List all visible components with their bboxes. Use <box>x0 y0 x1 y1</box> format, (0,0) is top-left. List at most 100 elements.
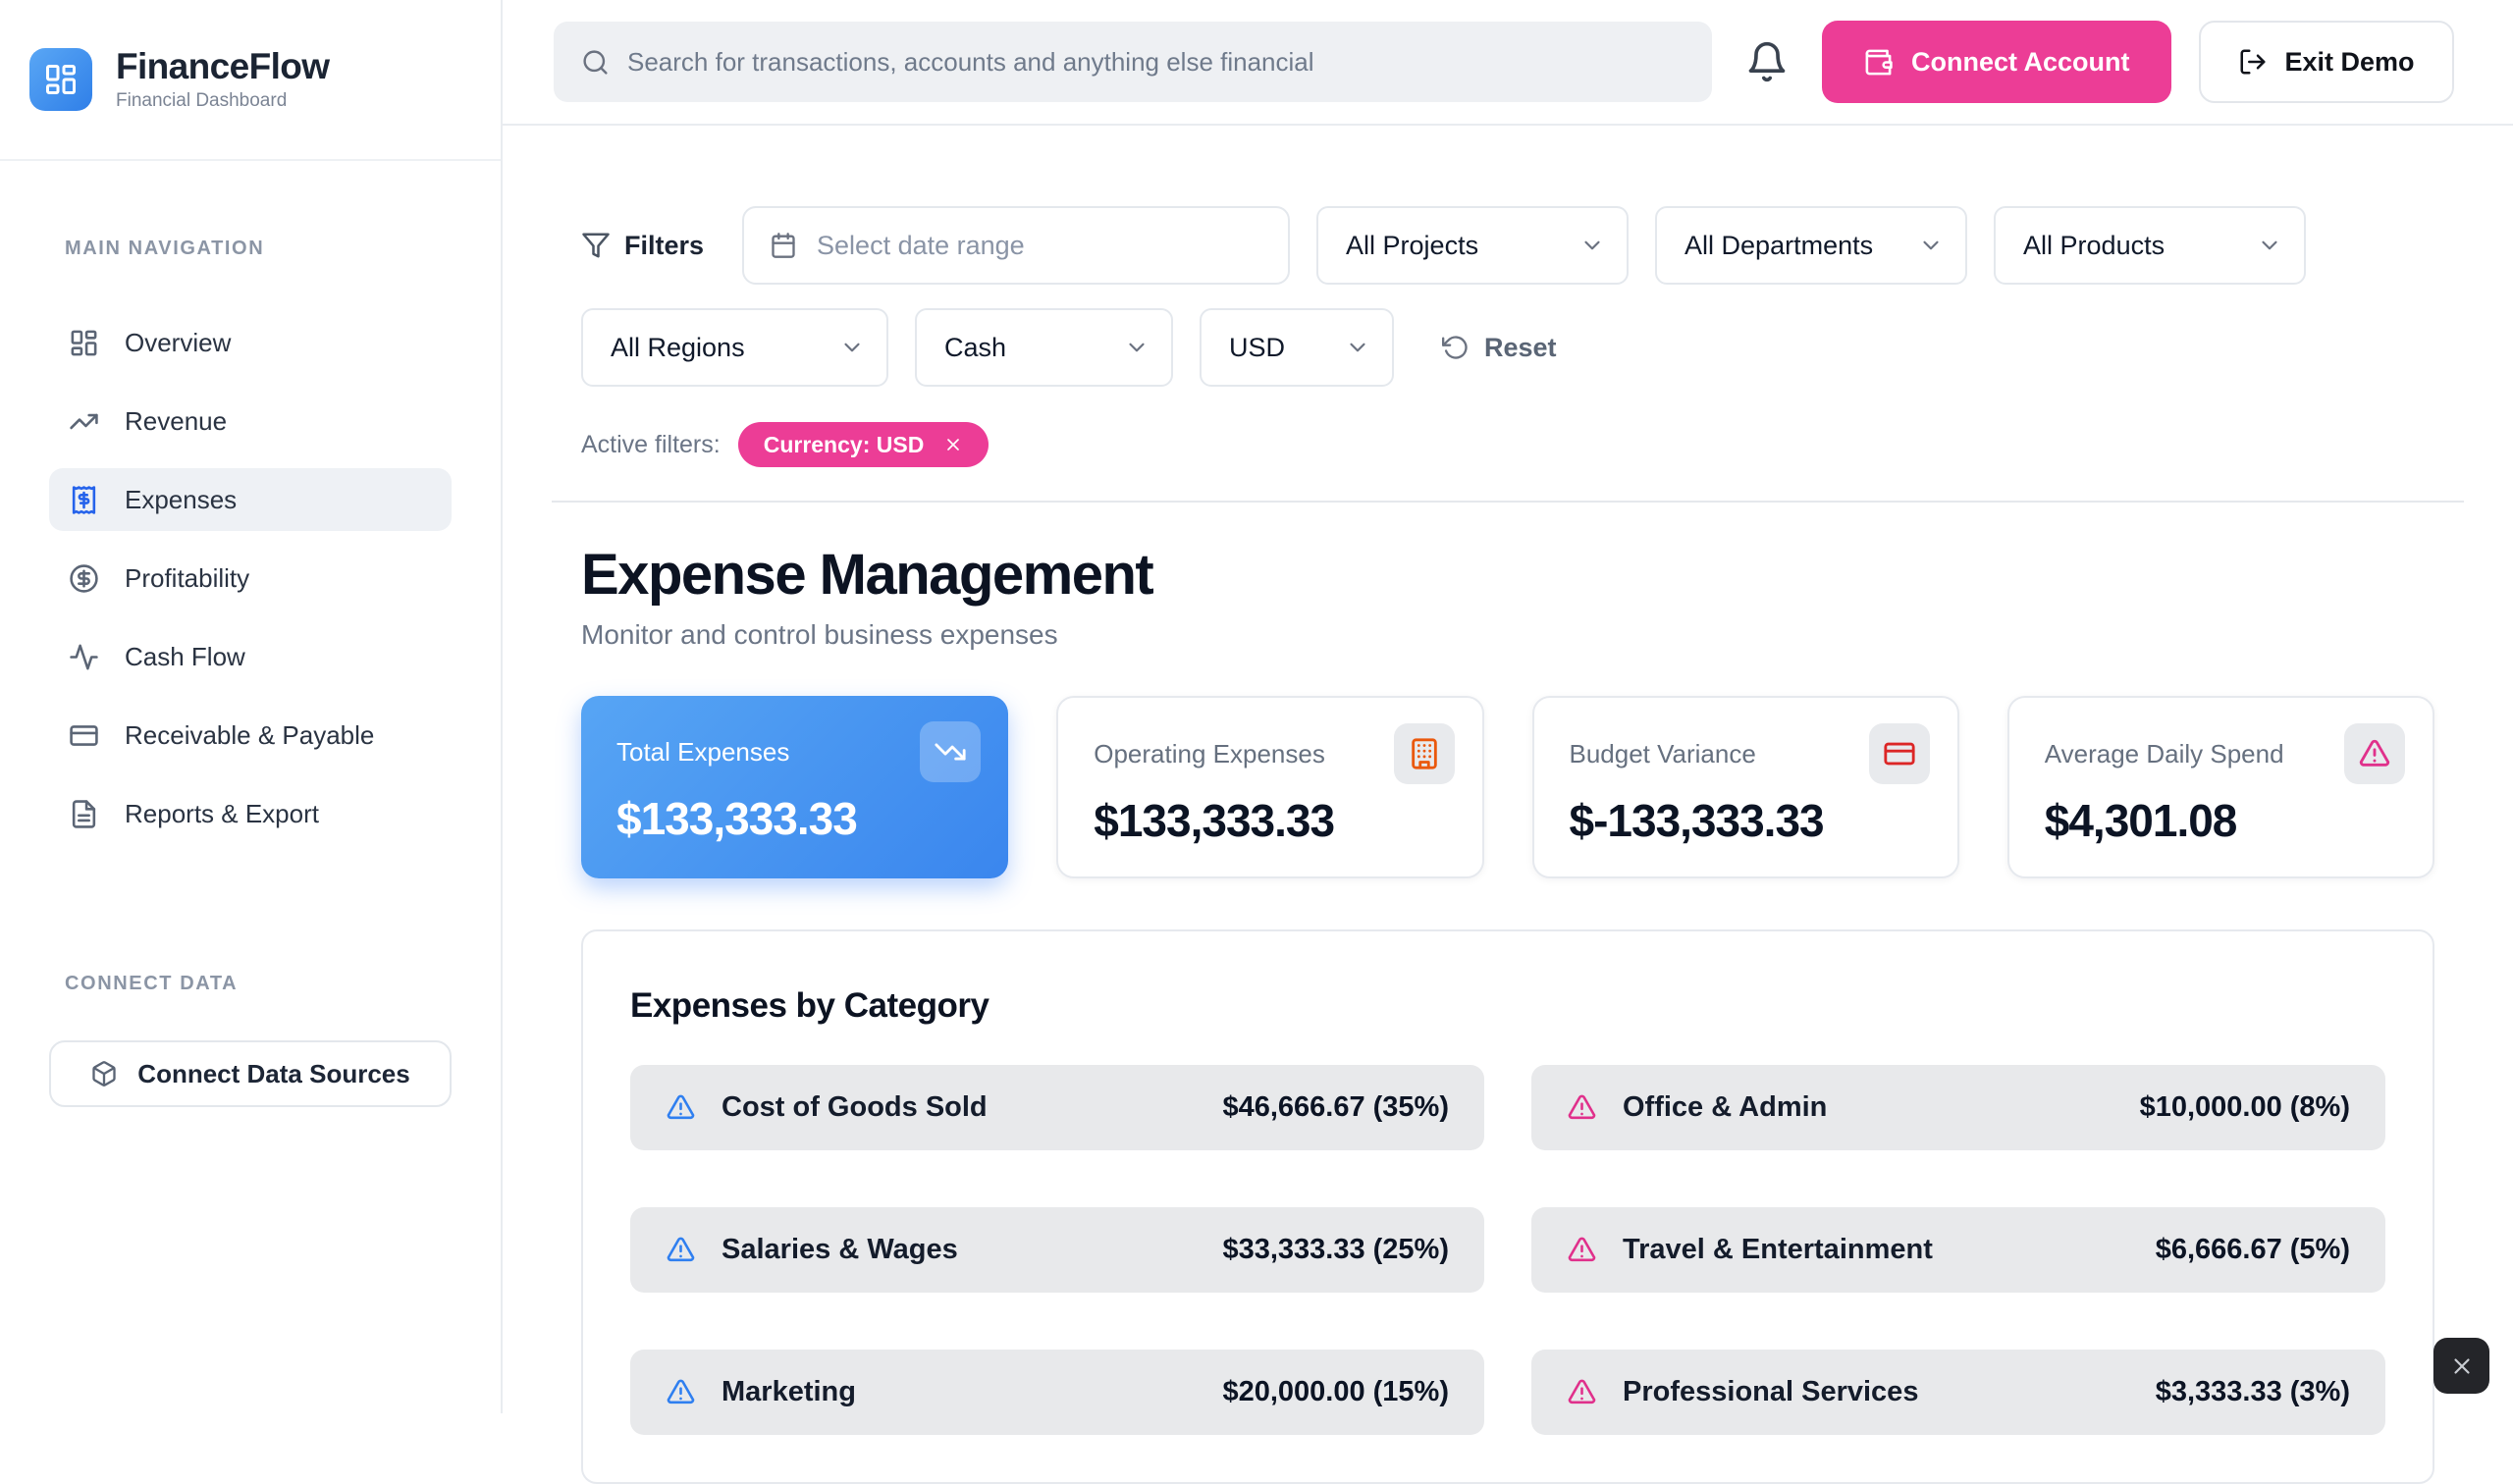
stat-card-icon-box <box>1394 723 1455 784</box>
category-value: $10,000.00 (8%) <box>2140 1091 2350 1124</box>
connect-data-sources-button[interactable]: Connect Data Sources <box>49 1040 452 1107</box>
search-box[interactable] <box>554 22 1712 102</box>
filters-selects-2: All Regions Cash USD <box>581 308 1394 387</box>
category-name: Cost of Goods Sold <box>722 1091 988 1124</box>
overlay-close-button[interactable] <box>2433 1338 2489 1394</box>
stat-card-value: $4,301.08 <box>2045 794 2405 847</box>
sidebar-item-label: Profitability <box>125 563 249 594</box>
connect-section-label: CONNECT DATA <box>65 973 452 995</box>
nav-section-label: MAIN NAVIGATION <box>65 238 452 260</box>
chevron-down-icon <box>1124 335 1150 360</box>
filter-select-value: USD <box>1229 333 1285 363</box>
sidebar: FinanceFlow Financial Dashboard MAIN NAV… <box>0 0 503 1413</box>
sidebar-item[interactable]: Expenses <box>49 468 452 531</box>
stat-card[interactable]: Operating Expenses $133,333.33 <box>1056 696 1483 878</box>
section-divider <box>552 501 2464 503</box>
notifications-bell-icon[interactable] <box>1745 40 1789 83</box>
category-row[interactable]: Office & Admin $10,000.00 (8%) <box>1531 1065 2385 1150</box>
sidebar-item-label: Receivable & Payable <box>125 720 374 751</box>
category-row[interactable]: Travel & Entertainment $6,666.67 (5%) <box>1531 1207 2385 1293</box>
reset-label: Reset <box>1484 333 1557 363</box>
trending-up-icon <box>69 406 99 437</box>
filters-row-1: Filters Select date range All Projects A… <box>581 206 2434 285</box>
log-out-icon <box>2238 47 2268 77</box>
stat-card-value: $133,333.33 <box>1094 794 1454 847</box>
sidebar-item-label: Overview <box>125 328 231 358</box>
category-rows: Cost of Goods Sold $46,666.67 (35%) Offi… <box>630 1065 2385 1435</box>
building-icon <box>1408 737 1441 770</box>
sidebar-item[interactable]: Revenue <box>49 390 452 452</box>
category-name: Salaries & Wages <box>722 1234 958 1266</box>
chevron-down-icon <box>1918 233 1944 258</box>
category-row[interactable]: Salaries & Wages $33,333.33 (25%) <box>630 1207 1484 1293</box>
chevron-down-icon <box>1579 233 1605 258</box>
sidebar-item-label: Expenses <box>125 485 237 515</box>
stat-card[interactable]: Total Expenses $133,333.33 <box>581 696 1008 878</box>
chip-close-icon[interactable] <box>943 435 963 454</box>
filter-select[interactable]: All Regions <box>581 308 888 387</box>
chevron-down-icon <box>1345 335 1370 360</box>
stat-card[interactable]: Average Daily Spend $4,301.08 <box>2007 696 2434 878</box>
connect-account-button[interactable]: Connect Account <box>1822 21 2171 103</box>
circle-dollar-icon <box>69 563 99 594</box>
date-range-input[interactable]: Select date range <box>742 206 1290 285</box>
stat-card-icon-box <box>1869 723 1930 784</box>
category-name: Office & Admin <box>1623 1091 1827 1124</box>
category-name: Marketing <box>722 1376 856 1408</box>
sidebar-item[interactable]: Overview <box>49 311 452 374</box>
stat-card-label: Operating Expenses <box>1094 739 1325 769</box>
credit-card-icon <box>1883 737 1916 770</box>
search-input[interactable] <box>627 47 1684 78</box>
filters-selects-1: All Projects All Departments All Product… <box>1316 206 2306 285</box>
category-value: $46,666.67 (35%) <box>1222 1091 1449 1124</box>
chevron-down-icon <box>839 335 865 360</box>
filter-select[interactable]: All Products <box>1994 206 2306 285</box>
category-row[interactable]: Cost of Goods Sold $46,666.67 (35%) <box>630 1065 1484 1150</box>
exit-demo-label: Exit Demo <box>2285 47 2415 78</box>
page-title: Expense Management <box>581 542 2434 608</box>
sidebar-item[interactable]: Reports & Export <box>49 782 452 845</box>
topbar: Connect Account Exit Demo <box>503 0 2513 126</box>
sidebar-item[interactable]: Receivable & Payable <box>49 704 452 767</box>
alert-triangle-icon <box>1567 1092 1597 1123</box>
package-icon <box>90 1060 118 1087</box>
filter-select[interactable]: Cash <box>915 308 1173 387</box>
category-value: $33,333.33 (25%) <box>1222 1234 1449 1266</box>
rotate-ccw-icon <box>1442 334 1470 361</box>
stat-card[interactable]: Budget Variance $-133,333.33 <box>1532 696 1959 878</box>
filter-select[interactable]: All Projects <box>1316 206 1629 285</box>
filter-select[interactable]: USD <box>1200 308 1394 387</box>
activity-icon <box>69 642 99 672</box>
filter-select[interactable]: All Departments <box>1655 206 1967 285</box>
alert-triangle-icon <box>666 1092 696 1123</box>
category-value: $20,000.00 (15%) <box>1222 1376 1449 1408</box>
exit-demo-button[interactable]: Exit Demo <box>2199 21 2454 103</box>
alert-triangle-icon <box>666 1377 696 1407</box>
stat-card-label: Average Daily Spend <box>2045 739 2284 769</box>
active-filter-chip[interactable]: Currency: USD <box>738 422 989 467</box>
app-logo <box>29 48 92 111</box>
chevron-down-icon <box>2257 233 2282 258</box>
sidebar-item-label: Cash Flow <box>125 642 245 672</box>
brand-tagline: Financial Dashboard <box>116 90 329 112</box>
filter-select-value: All Projects <box>1346 231 1478 261</box>
category-value: $3,333.33 (3%) <box>2156 1376 2350 1408</box>
sidebar-item-label: Reports & Export <box>125 799 319 829</box>
alert-triangle-icon <box>2358 737 2391 770</box>
search-icon <box>581 48 610 77</box>
category-row[interactable]: Professional Services $3,333.33 (3%) <box>1531 1350 2385 1435</box>
alert-triangle-icon <box>1567 1235 1597 1265</box>
stat-card-label: Budget Variance <box>1570 739 1756 769</box>
credit-card-icon <box>69 720 99 751</box>
stat-card-value: $-133,333.33 <box>1570 794 1930 847</box>
reset-filters-button[interactable]: Reset <box>1442 333 1557 363</box>
date-range-placeholder: Select date range <box>817 231 1025 261</box>
sidebar-item[interactable]: Cash Flow <box>49 625 452 688</box>
layout-dashboard-icon <box>43 62 79 97</box>
brand-name: FinanceFlow <box>116 47 329 87</box>
layout-dashboard-icon <box>69 328 99 358</box>
category-row[interactable]: Marketing $20,000.00 (15%) <box>630 1350 1484 1435</box>
stat-card-label: Total Expenses <box>616 737 789 768</box>
sidebar-item[interactable]: Profitability <box>49 547 452 610</box>
expenses-by-category-card: Expenses by Category Cost of Goods Sold … <box>581 929 2434 1484</box>
